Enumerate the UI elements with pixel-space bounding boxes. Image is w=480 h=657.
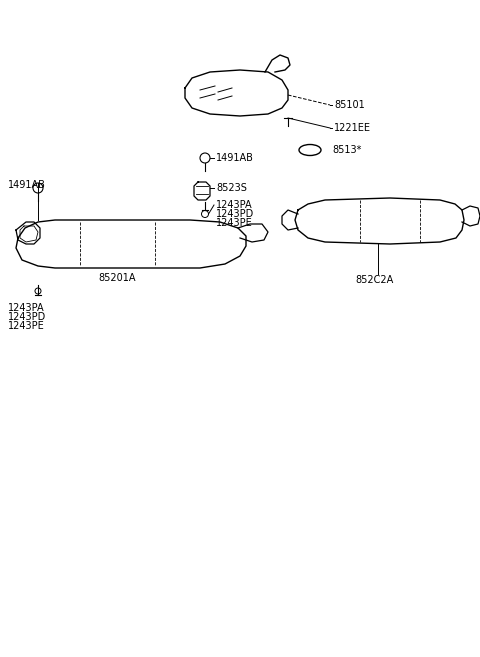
Text: 1243PA: 1243PA [216, 200, 252, 210]
Text: 1243PA: 1243PA [8, 303, 45, 313]
Text: 8523S: 8523S [216, 183, 247, 193]
Text: 1243PE: 1243PE [8, 321, 45, 331]
Text: 1243PD: 1243PD [216, 209, 254, 219]
Text: 8513*: 8513* [332, 145, 361, 155]
Text: 1491AB: 1491AB [8, 180, 46, 190]
Text: 1491AB: 1491AB [216, 153, 254, 163]
Text: 852C2A: 852C2A [355, 275, 393, 285]
Text: 1221EE: 1221EE [334, 123, 371, 133]
Text: 85201A: 85201A [98, 273, 135, 283]
Text: 1243PE: 1243PE [216, 218, 253, 228]
Text: 1243PD: 1243PD [8, 312, 46, 322]
Text: 85101: 85101 [334, 100, 365, 110]
